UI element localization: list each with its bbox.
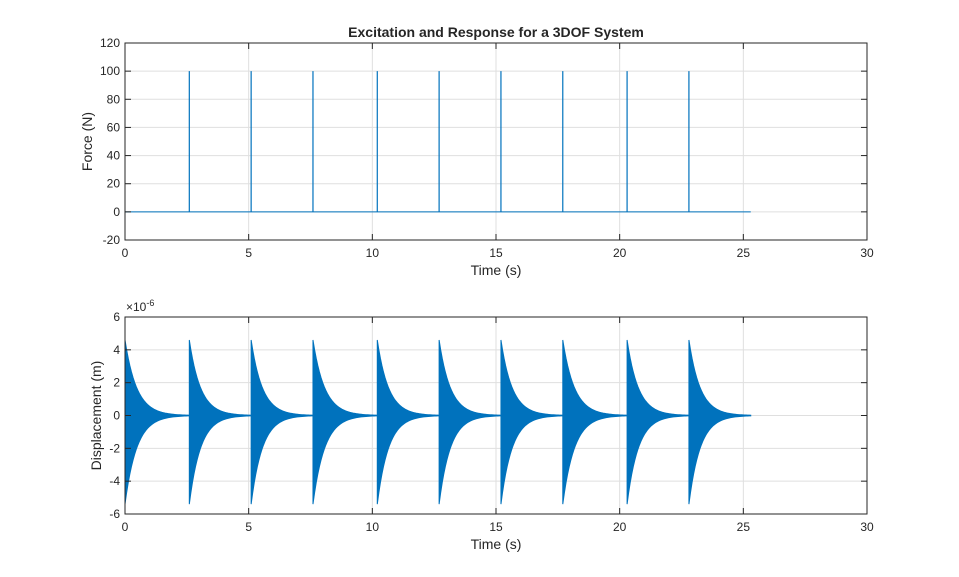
- y-tick-label: 2: [113, 376, 120, 390]
- y-exponent-base: ×10: [126, 300, 147, 314]
- x-axis-label: Time (s): [471, 536, 522, 552]
- y-axis-label: Displacement (m): [88, 361, 104, 471]
- chart-title: Excitation and Response for a 3DOF Syste…: [348, 24, 644, 40]
- x-tick-label: 10: [366, 520, 380, 534]
- x-tick-label: 30: [860, 246, 874, 260]
- data-series: [124, 339, 752, 505]
- y-tick-label: 4: [113, 343, 120, 357]
- y-tick-label: 100: [100, 64, 120, 78]
- data-series: [125, 71, 751, 213]
- y-tick-label: -6: [109, 507, 120, 521]
- y-tick-label: 40: [107, 149, 121, 163]
- y-tick-label: 60: [107, 120, 121, 134]
- x-axis-label: Time (s): [471, 262, 522, 278]
- y-tick-label: 6: [113, 310, 120, 324]
- y-exponent-label: ×10-6: [126, 298, 154, 314]
- y-tick-label: -4: [109, 474, 120, 488]
- y-exponent-power: -6: [146, 298, 154, 308]
- x-tick-label: 25: [737, 520, 751, 534]
- x-tick-label: 25: [737, 246, 751, 260]
- x-tick-label: 5: [245, 246, 252, 260]
- x-tick-label: 30: [860, 520, 874, 534]
- x-tick-label: 20: [613, 246, 627, 260]
- x-tick-label: 0: [122, 520, 129, 534]
- y-tick-label: 20: [107, 177, 121, 191]
- x-tick-label: 10: [366, 246, 380, 260]
- y-tick-label: 0: [113, 205, 120, 219]
- y-tick-label: 0: [113, 409, 120, 423]
- y-axis-label: Force (N): [79, 112, 95, 171]
- y-tick-label: 120: [100, 36, 120, 50]
- x-tick-label: 20: [613, 520, 627, 534]
- x-tick-label: 15: [489, 520, 503, 534]
- y-tick-label: -20: [103, 233, 121, 247]
- displacement-axes: 0 5 10 15 20 25 30 -6 -4 -2 0 2 4 6 Time (s) Displaceme…: [88, 298, 874, 552]
- x-tick-label: 15: [489, 246, 503, 260]
- x-tick-label: 5: [245, 520, 252, 534]
- y-tick-label: 80: [107, 92, 121, 106]
- y-tick-label: -2: [109, 441, 120, 455]
- x-tick-label: 0: [122, 246, 129, 260]
